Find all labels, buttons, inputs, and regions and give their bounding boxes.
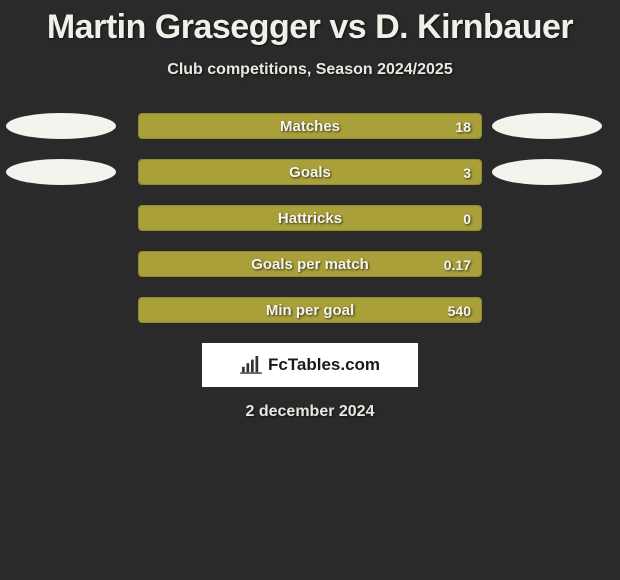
page-title: Martin Grasegger vs D. Kirnbauer xyxy=(0,0,620,47)
bar-track: Goals per match0.17 xyxy=(138,251,482,277)
bar-track: Min per goal540 xyxy=(138,297,482,323)
stat-label: Hattricks xyxy=(139,206,481,231)
brand-badge: FcTables.com xyxy=(202,343,418,387)
comparison-chart: Matches18 Goals3 Hattricks0 Goals per match… xyxy=(0,111,620,325)
stat-row: Goals per match0.17 xyxy=(0,249,620,279)
stat-label: Goals per match xyxy=(139,252,481,277)
stat-value: 18 xyxy=(455,114,471,139)
bar-track: Goals3 xyxy=(138,159,482,185)
bar-chart-icon xyxy=(240,356,262,374)
bar-track: Matches18 xyxy=(138,113,482,139)
stat-label: Matches xyxy=(139,114,481,139)
stat-value: 540 xyxy=(448,298,471,323)
stat-value: 0 xyxy=(463,206,471,231)
stat-row: Min per goal540 xyxy=(0,295,620,325)
player-left-marker xyxy=(6,159,116,185)
stat-label: Min per goal xyxy=(139,298,481,323)
brand-text: FcTables.com xyxy=(268,355,380,375)
stat-row: Goals3 xyxy=(0,157,620,187)
stat-value: 0.17 xyxy=(444,252,471,277)
stat-row: Hattricks0 xyxy=(0,203,620,233)
stat-row: Matches18 xyxy=(0,111,620,141)
stat-value: 3 xyxy=(463,160,471,185)
player-left-marker xyxy=(6,113,116,139)
player-right-marker xyxy=(492,113,602,139)
page-subtitle: Club competitions, Season 2024/2025 xyxy=(0,61,620,79)
date-label: 2 december 2024 xyxy=(0,403,620,421)
bar-track: Hattricks0 xyxy=(138,205,482,231)
player-right-marker xyxy=(492,159,602,185)
stat-label: Goals xyxy=(139,160,481,185)
